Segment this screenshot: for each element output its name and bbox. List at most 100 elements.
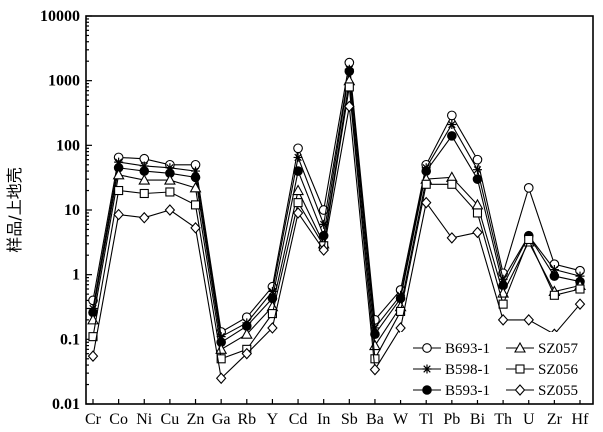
- data-point-square-open: [515, 364, 525, 374]
- x-tick-label: Sb: [341, 411, 358, 428]
- series-SZ057: [87, 74, 586, 354]
- data-point-square-open: [344, 82, 354, 92]
- data-point-circle-filled: [422, 385, 432, 395]
- data-point-star: [498, 274, 508, 284]
- x-tick-label: U: [523, 411, 535, 428]
- x-tick-label: Cr: [85, 411, 102, 428]
- data-point-diamond-open: [190, 222, 201, 234]
- y-tick-label: 1: [72, 267, 80, 284]
- x-tick-label: Bi: [470, 411, 486, 428]
- x-tick-label: Hf: [572, 411, 590, 428]
- data-point-star: [293, 152, 303, 162]
- data-point-triangle-open: [189, 181, 202, 193]
- data-point-diamond-open: [344, 100, 355, 113]
- data-point-triangle-open: [240, 328, 253, 339]
- data-point-star: [191, 166, 201, 176]
- data-point-square-open: [421, 179, 431, 189]
- data-point-diamond-open: [574, 298, 586, 310]
- legend-label: B693-1: [445, 341, 490, 357]
- x-tick-label: Rb: [237, 411, 256, 428]
- data-point-star: [139, 161, 149, 171]
- series-line: [92, 62, 581, 333]
- data-point-star: [447, 119, 457, 129]
- data-point-square-open: [524, 234, 534, 245]
- legend-label: SZ056: [538, 362, 579, 378]
- series-line: [92, 80, 581, 351]
- legend-label: B598-1: [445, 362, 490, 378]
- data-point-star: [319, 219, 329, 229]
- data-point-square-open: [190, 200, 201, 210]
- data-point-diamond-open: [139, 211, 150, 224]
- legend-label: B593-1: [445, 383, 490, 399]
- data-point-circle-open: [446, 110, 457, 121]
- data-point-circle-open: [293, 143, 303, 154]
- x-tick-label: Ba: [366, 411, 384, 428]
- plot-frame: [85, 15, 594, 405]
- data-point-triangle-open: [215, 343, 228, 354]
- data-point-square-open: [498, 299, 508, 309]
- legend-entry: SZ056: [506, 362, 579, 378]
- data-point-star: [422, 364, 432, 374]
- series-B598-1: [88, 64, 585, 342]
- data-point-circle-filled: [344, 66, 355, 77]
- data-point-diamond-open: [292, 207, 304, 219]
- data-point-triangle-open: [292, 184, 304, 196]
- legend-label: SZ057: [538, 341, 579, 357]
- x-tick-label: Tl: [419, 411, 434, 428]
- data-point-diamond-open: [318, 244, 329, 256]
- data-point-star: [575, 271, 585, 281]
- data-point-square-open: [575, 284, 585, 294]
- data-point-square-open: [114, 185, 124, 196]
- series-line: [92, 86, 581, 361]
- legend-entry: SZ057: [506, 341, 579, 357]
- x-tick-label: Co: [109, 411, 128, 428]
- y-tick-label: 0.1: [60, 331, 80, 348]
- data-point-diamond-open: [87, 350, 99, 362]
- data-point-star: [114, 157, 124, 167]
- data-point-triangle-open: [112, 168, 125, 180]
- data-point-square-open: [370, 354, 380, 364]
- x-tick-label: W: [393, 411, 409, 428]
- data-point-diamond-open: [215, 372, 227, 385]
- data-point-square-open: [447, 179, 457, 189]
- y-tick-label: 0.01: [52, 396, 80, 413]
- data-point-triangle-open: [369, 339, 381, 351]
- data-point-triangle-open: [514, 341, 526, 353]
- x-tick-label: Y: [267, 411, 279, 428]
- data-point-diamond-open: [420, 196, 432, 209]
- data-point-diamond-open: [446, 232, 458, 244]
- data-point-circle-open: [523, 183, 534, 193]
- data-point-square-open: [293, 198, 303, 208]
- series-B693-1: [88, 57, 585, 337]
- data-point-diamond-open: [369, 363, 381, 376]
- legend-entry: B593-1: [413, 383, 490, 399]
- data-point-star: [370, 323, 380, 333]
- data-point-star: [216, 332, 226, 342]
- legend-entry: B598-1: [413, 362, 490, 378]
- legend-label: SZ055: [538, 383, 578, 399]
- data-point-square-open: [165, 187, 175, 197]
- data-point-circle-filled: [293, 166, 303, 176]
- data-point-diamond-open: [514, 384, 526, 396]
- x-tick-label: Zr: [547, 411, 563, 428]
- data-point-diamond-open: [497, 314, 509, 326]
- data-point-circle-open: [422, 343, 432, 353]
- data-point-diamond-open: [267, 322, 278, 334]
- y-tick-label: 10: [64, 202, 80, 219]
- series-B593-1: [88, 66, 585, 348]
- x-tick-label: Cd: [289, 411, 308, 428]
- data-point-circle-open: [472, 154, 483, 165]
- data-point-diamond-open: [395, 322, 406, 334]
- x-tick-label: Th: [494, 411, 512, 428]
- y-axis-label: 样品/上地壳: [5, 167, 24, 252]
- data-point-square-open: [396, 306, 406, 316]
- x-tick-label: Ga: [212, 411, 231, 428]
- y-tick-label: 1000: [48, 73, 80, 90]
- data-point-diamond-open: [164, 204, 176, 216]
- data-point-diamond-open: [113, 208, 124, 221]
- data-point-square-open: [472, 208, 483, 218]
- data-point-diamond-open: [523, 314, 534, 326]
- data-point-star: [472, 165, 482, 175]
- legend-entry: SZ055: [506, 383, 578, 399]
